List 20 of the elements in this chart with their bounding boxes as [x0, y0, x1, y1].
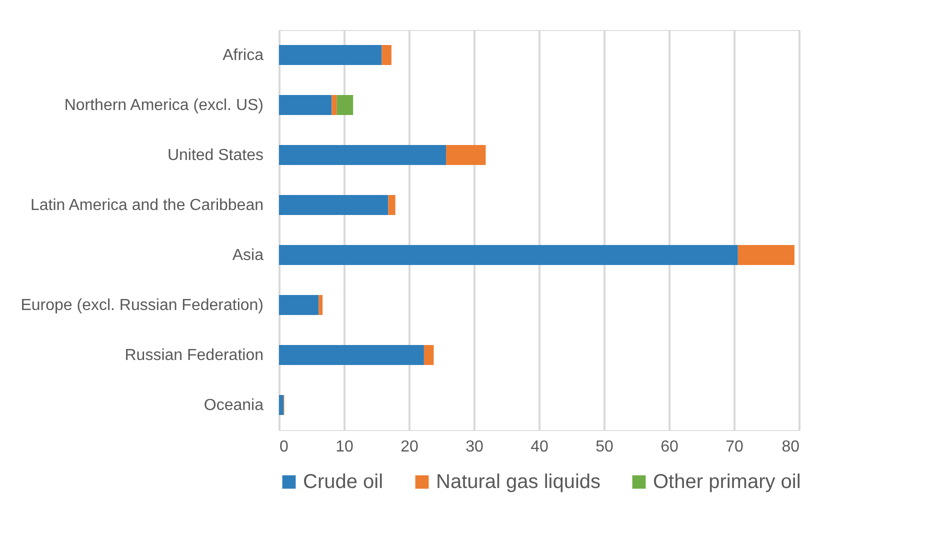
x-tick-label: 70 — [726, 438, 744, 456]
legend-label: Other primary oil — [653, 471, 801, 493]
x-tick-label: 0 — [280, 438, 288, 456]
x-tick-label: 40 — [530, 438, 548, 456]
y-tick-label: Oceania — [204, 397, 264, 414]
y-tick-label: Russian Federation — [124, 347, 264, 364]
x-tick-label: 60 — [660, 438, 678, 456]
y-tick-label: United States — [167, 147, 264, 164]
x-tick-label: 10 — [336, 438, 354, 456]
x-tick-label: 20 — [400, 438, 418, 456]
y-tick-label: Europe (excl. Russian Federation) — [20, 297, 264, 314]
y-tick-label: Northern America (excl. US) — [64, 97, 264, 114]
x-tick-label: 80 — [782, 438, 800, 456]
y-tick-label: Latin America and the Caribbean — [30, 197, 264, 214]
legend-label: Natural gas liquids — [436, 471, 601, 493]
legend-label: Crude oil — [303, 471, 384, 493]
y-tick-label: Africa — [222, 47, 264, 64]
x-tick-label: 30 — [466, 438, 484, 456]
x-tick-label: 50 — [596, 438, 614, 456]
y-tick-label: Asia — [232, 247, 264, 264]
